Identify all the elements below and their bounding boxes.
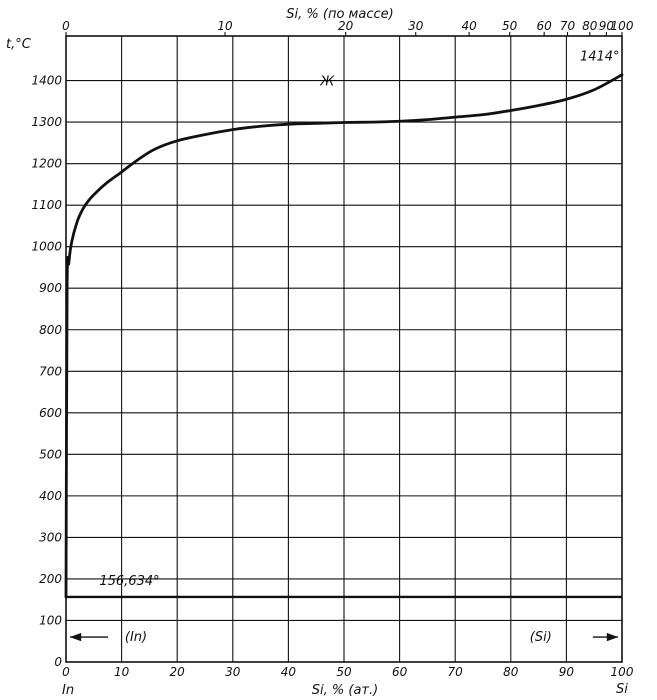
y-tick-label-400: 400 [39,489,62,503]
x-tick-label-bottom-80: 80 [503,665,519,679]
x-tick-label-top-30: 30 [408,19,424,33]
chart-text: 0100200300400500600700800900100011001200… [6,7,634,698]
x-tick-label-top-10: 10 [217,19,233,33]
y-tick-label-1200: 1200 [31,157,62,171]
x-tick-label-bottom-100: 100 [611,665,634,679]
x-tick-label-bottom-90: 90 [559,665,575,679]
x-tick-label-bottom-60: 60 [392,665,408,679]
data-marks [64,73,624,642]
y-tick-label-200: 200 [39,572,62,586]
invariant-temp-label: 156,634° [99,574,159,589]
x-tick-label-top-20: 20 [338,19,354,33]
x-tick-label-top-60: 60 [537,19,553,33]
x-tick-label-top-100: 100 [611,19,634,33]
y-tick-label-1300: 1300 [31,115,62,129]
x-tick-label-bottom-20: 20 [170,665,186,679]
y-tick-label-1400: 1400 [31,74,62,88]
component-label-right: Si [616,682,628,697]
component-label-left: In [62,683,74,698]
y-axis-title: t,°C [6,37,32,52]
x-tick-label-bottom-0: 0 [62,665,70,679]
y-tick-label-600: 600 [39,406,62,420]
x-axis-title-bottom: Si, % (ат.) [312,683,378,698]
x-tick-label-bottom-10: 10 [114,665,130,679]
x-tick-label-top-80: 80 [582,19,598,33]
phase-label-in: (In) [125,630,147,645]
y-tick-label-0: 0 [54,655,62,669]
y-tick-label-300: 300 [39,530,62,544]
y-tick-label-500: 500 [39,447,62,461]
x-tick-label-bottom-70: 70 [448,665,464,679]
x-axis-title-top: Si, % (по массе) [286,7,393,22]
liquid-region-label: Ж [319,75,335,90]
y-tick-label-1000: 1000 [31,240,62,254]
y-tick-label-800: 800 [39,323,62,337]
x-tick-label-top-70: 70 [560,19,576,33]
y-tick-label-700: 700 [39,364,62,378]
x-tick-label-top-40: 40 [461,19,477,33]
y-tick-label-1100: 1100 [31,198,62,212]
x-tick-label-bottom-40: 40 [281,665,297,679]
y-tick-label-900: 900 [39,281,62,295]
x-tick-label-top-90: 90 [599,19,615,33]
phase-arrow-si-head [606,632,618,642]
y-tick-label-100: 100 [39,613,62,627]
x-tick-label-top-0: 0 [62,19,70,33]
liquidus-curve [64,73,624,599]
x-tick-label-top-50: 50 [502,19,518,33]
grid-lines [65,32,623,662]
x-tick-label-bottom-50: 50 [336,665,352,679]
x-tick-label-bottom-30: 30 [225,665,241,679]
phase-label-si: (Si) [530,630,552,645]
phase-arrow-in-head [70,632,82,642]
melting-point-label: 1414° [580,50,620,65]
